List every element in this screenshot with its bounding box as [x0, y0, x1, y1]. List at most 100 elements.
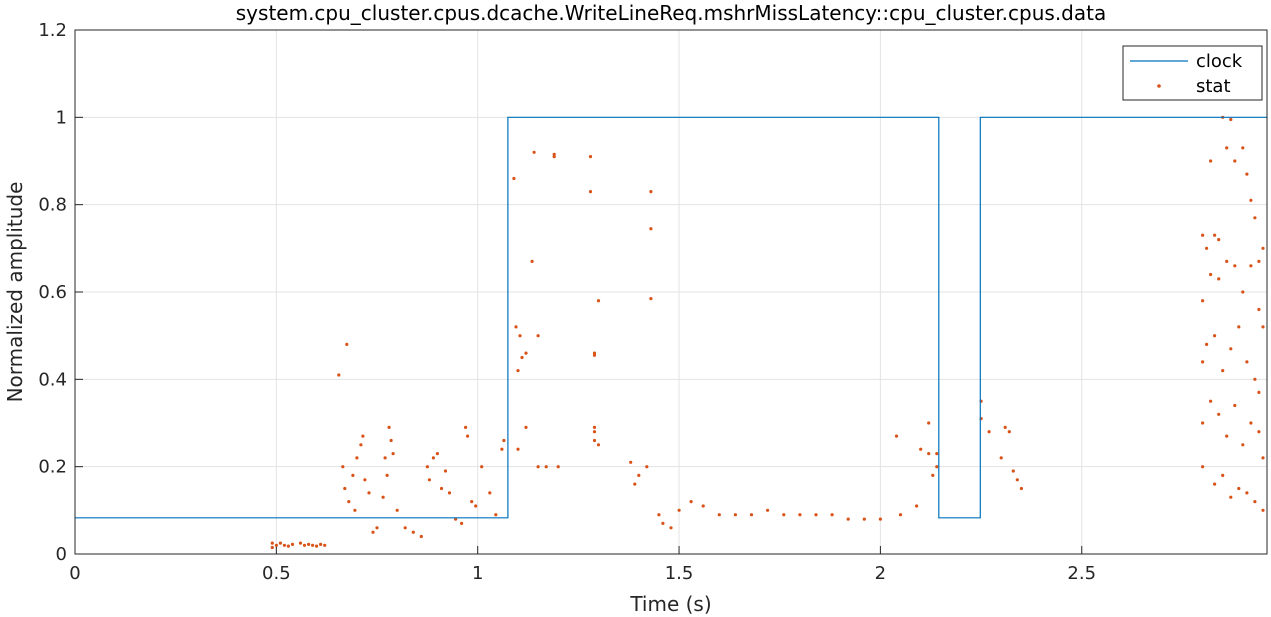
- y-tick-label: 0.4: [38, 369, 67, 390]
- stat-point: [1249, 421, 1253, 425]
- stat-point: [1229, 117, 1233, 122]
- stat-point: [516, 447, 520, 451]
- y-tick-label: 0.2: [38, 457, 67, 478]
- stat-point: [524, 351, 528, 355]
- stat-point: [443, 469, 448, 473]
- stat-point: [749, 513, 754, 517]
- stat-point: [1201, 421, 1205, 425]
- stat-point: [298, 541, 303, 545]
- stat-point: [536, 334, 540, 338]
- stat-point: [270, 545, 274, 550]
- stat-point: [474, 504, 478, 508]
- stat-point: [830, 513, 834, 517]
- stat-point: [915, 504, 919, 508]
- y-tick-label: 0: [56, 544, 67, 565]
- stat-point: [596, 443, 601, 447]
- stat-point: [391, 452, 395, 456]
- stat-point: [1245, 491, 1249, 495]
- stat-point: [1225, 146, 1229, 150]
- stat-point: [403, 526, 407, 530]
- stat-point: [1253, 377, 1257, 381]
- stat-point: [1007, 430, 1011, 434]
- stat-point: [1257, 259, 1261, 263]
- stat-point: [343, 486, 347, 491]
- legend: clock stat: [1122, 45, 1263, 101]
- stat-point: [782, 513, 786, 517]
- stat-point: [814, 513, 818, 517]
- stat-point: [274, 543, 278, 547]
- stat-point: [633, 482, 637, 486]
- stat-point: [987, 430, 991, 434]
- stat-point: [1257, 390, 1261, 394]
- stat-point: [798, 513, 802, 517]
- stat-point: [427, 478, 431, 482]
- stat-point: [1209, 272, 1213, 277]
- stat-point: [466, 434, 470, 438]
- stat-point: [766, 508, 770, 512]
- stat-point: [1205, 246, 1209, 250]
- stat-point: [1237, 486, 1241, 491]
- axes-box: [74, 29, 1268, 555]
- stat-point: [371, 530, 375, 534]
- stat-point: [1257, 430, 1261, 434]
- stat-point: [1221, 473, 1225, 477]
- legend-clock-label: clock: [1196, 51, 1243, 72]
- stat-point: [717, 513, 721, 517]
- stat-point: [927, 452, 931, 456]
- stat-point: [460, 521, 464, 526]
- stat-point: [351, 473, 355, 477]
- stat-point: [898, 513, 903, 517]
- stat-point: [657, 513, 661, 517]
- stat-point: [649, 227, 653, 231]
- stat-point: [439, 486, 444, 491]
- stat-point: [1237, 325, 1241, 329]
- stat-point: [500, 447, 504, 451]
- stat-point: [1233, 403, 1237, 408]
- stat-point: [367, 491, 371, 495]
- stat-point: [878, 517, 883, 521]
- stat-point: [319, 542, 323, 547]
- stat-point: [337, 373, 341, 377]
- y-tick-label: 0.8: [38, 195, 67, 216]
- stat-point: [1253, 500, 1257, 504]
- stat-point: [1229, 495, 1233, 499]
- stat-point: [385, 473, 389, 477]
- stat-point: [1245, 172, 1249, 176]
- stat-point: [387, 425, 391, 429]
- x-axis-label: Time (s): [629, 592, 711, 616]
- stat-point: [1229, 347, 1233, 351]
- stat-point: [556, 465, 560, 469]
- stat-point: [480, 465, 484, 469]
- stat-point: [999, 456, 1003, 460]
- stat-point: [431, 456, 435, 460]
- stat-point: [1257, 307, 1261, 312]
- stat-point: [1233, 159, 1237, 163]
- stat-point: [516, 369, 520, 373]
- stat-point: [1213, 233, 1217, 237]
- stat-point: [1213, 334, 1217, 338]
- stat-point: [1011, 469, 1015, 473]
- stat-point: [518, 334, 522, 338]
- stat-point: [649, 190, 653, 194]
- stat-point: [512, 176, 516, 181]
- stat-point: [341, 465, 345, 469]
- stat-point: [411, 530, 415, 534]
- stat-point: [353, 508, 357, 512]
- y-tick-label: 1.2: [38, 20, 67, 41]
- stat-point: [1249, 264, 1253, 268]
- stat-point: [629, 460, 633, 464]
- stat-point: [1253, 216, 1257, 220]
- stat-point: [596, 299, 601, 303]
- stat-point: [637, 473, 641, 477]
- stat-point: [592, 430, 597, 434]
- stat-point: [282, 543, 286, 547]
- stat-point: [307, 542, 311, 547]
- stat-point: [488, 491, 492, 495]
- stat-point: [278, 541, 282, 545]
- tick-labels: 0 0.5 1 1.5 2 2.5 0 0.2 0.4 0.6 0.8 1 1.2: [38, 20, 1096, 584]
- stat-point: [447, 491, 452, 495]
- y-tick-label: 0.6: [38, 282, 67, 303]
- stat-point: [389, 438, 393, 443]
- stat-point: [588, 155, 593, 159]
